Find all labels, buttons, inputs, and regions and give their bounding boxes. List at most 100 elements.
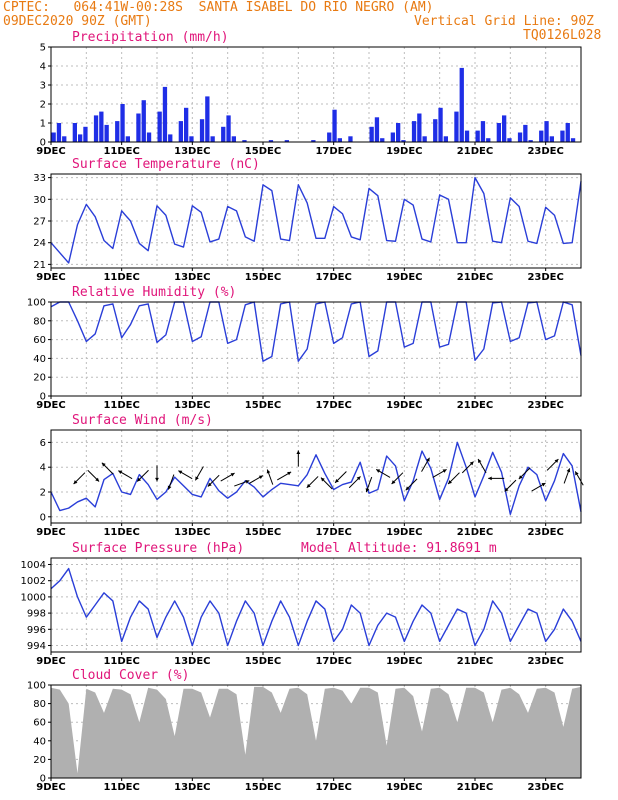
header-station: CPTEC: 064:41W-00:28S SANTA ISABEL DO RI… (3, 0, 434, 15)
precip-bar (226, 115, 231, 142)
precip-bar (565, 123, 570, 142)
precip-bar (146, 132, 152, 142)
precip-bar (136, 113, 141, 142)
press-xtick-label: 15DEC (245, 656, 281, 667)
cloud-xtick-label: 17DEC (315, 782, 351, 793)
precip-frame (50, 46, 582, 143)
precip-bar (78, 134, 83, 142)
press-xtick-label: 21DEC (457, 656, 493, 667)
temp-xtick-label: 21DEC (457, 272, 493, 283)
wind-vector-head (469, 461, 474, 466)
temp-xtick-label: 15DEC (245, 272, 281, 283)
precip-bar (401, 140, 406, 142)
precip-bar (570, 138, 576, 142)
wind-ytick-label: 2 (40, 488, 46, 499)
wind-vector-head (266, 469, 271, 474)
precip-bar (454, 111, 459, 142)
cloud-ytick-label: 0 (40, 774, 46, 785)
rh-ytick-label: 60 (33, 335, 46, 346)
precip-bar (438, 107, 443, 142)
wind-vector-head (442, 469, 447, 473)
temp-ytick-label: 30 (33, 195, 46, 206)
precip-bar (332, 109, 337, 142)
press-ytick-label: 994 (27, 641, 46, 652)
press-xtick-label: 19DEC (386, 656, 422, 667)
precip-bar (141, 100, 146, 142)
rh-xtick-label: 9DEC (36, 400, 65, 411)
wind-vector-head (167, 485, 172, 490)
press-line (50, 567, 582, 647)
wind-xtick-label: 13DEC (174, 527, 210, 538)
wind-title: Surface Wind (m/s) (72, 413, 213, 428)
wind-vector-head (376, 469, 381, 473)
temp-ytick-label: 21 (33, 260, 46, 271)
precip-bar (544, 121, 549, 142)
rh-xtick-label: 11DEC (103, 400, 139, 411)
precip-bar (480, 121, 486, 142)
precip-bar (411, 121, 417, 142)
precip-bar (205, 96, 210, 142)
wind-vector-head (448, 480, 452, 485)
press-ytick-label: 1000 (21, 592, 46, 603)
rh-xtick-label: 23DEC (527, 400, 563, 411)
wind-xtick-label: 23DEC (527, 527, 563, 538)
wind-vector-head (195, 476, 199, 481)
wind-vector-head (488, 476, 492, 481)
precip-bar (115, 121, 120, 142)
cloud-xtick-label: 15DEC (245, 782, 281, 793)
wind-vector-head (101, 462, 106, 467)
wind-vector-head (518, 475, 523, 480)
rh-xtick-label: 21DEC (457, 400, 493, 411)
precip-bar (311, 140, 316, 142)
precip-bar (93, 115, 99, 142)
precip-bar (549, 136, 554, 142)
precip-bar (56, 123, 62, 142)
wind-vector-head (258, 475, 263, 480)
precip-bar (369, 126, 374, 142)
precip-bar (268, 140, 274, 142)
precip-bar (396, 123, 401, 142)
precip-xtick-label: 19DEC (386, 146, 422, 157)
cloud-xtick-label: 9DEC (36, 782, 65, 793)
wind-vector-head (335, 478, 339, 483)
precip-bar (327, 132, 332, 142)
wind-vector-head (566, 468, 571, 473)
precip-bar (502, 115, 507, 142)
cloud-xtick-label: 11DEC (103, 782, 139, 793)
precip-bar (374, 117, 380, 142)
wind-vector-head (478, 459, 482, 464)
wind-vector-head (155, 477, 159, 482)
temp-xtick-label: 9DEC (36, 272, 65, 283)
cloud-ytick-label: 100 (27, 681, 46, 692)
precip-bar (231, 136, 236, 142)
temp-xtick-label: 17DEC (315, 272, 351, 283)
rh-xtick-label: 19DEC (386, 400, 422, 411)
precip-bar (528, 140, 533, 142)
precip-bar (464, 130, 470, 142)
precip-border (50, 46, 582, 143)
precip-bar (184, 107, 189, 142)
wind-vector-head (306, 483, 311, 488)
press-xtick-label: 11DEC (103, 656, 139, 667)
precip-bar (284, 140, 289, 142)
rh-border (50, 301, 582, 397)
cloud-ytick-label: 20 (33, 755, 46, 766)
precip-bar (72, 123, 77, 142)
temp-xtick-label: 19DEC (386, 272, 422, 283)
temp-xtick-label: 11DEC (103, 272, 139, 283)
precip-bar (83, 126, 88, 142)
wind-vector-head (137, 477, 142, 482)
wind-vector-head (365, 488, 370, 493)
precip-ytick-label: 5 (40, 43, 46, 54)
wind-vector-head (426, 457, 430, 462)
wind-vector-head (287, 471, 292, 476)
precip-bar (221, 126, 226, 142)
precip-ytick-label: 1 (40, 119, 46, 130)
press-ytick-label: 1004 (21, 560, 46, 571)
wind-vector-head (504, 487, 509, 492)
cloud-ytick-label: 40 (33, 736, 46, 747)
precip-bar (189, 136, 194, 142)
press-ytick-label: 996 (27, 625, 46, 636)
wind-xtick-label: 19DEC (386, 527, 422, 538)
